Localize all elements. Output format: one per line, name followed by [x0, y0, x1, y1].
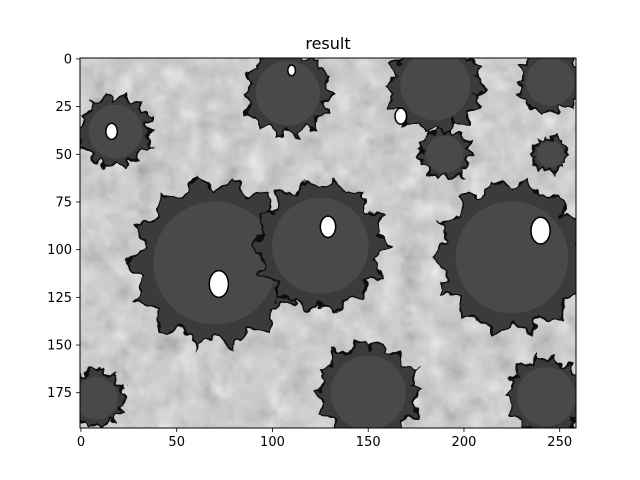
- dark-region-core: [272, 197, 369, 294]
- dark-region: [80, 92, 156, 171]
- dark-region: [249, 177, 391, 315]
- dark-region: [80, 367, 129, 428]
- y-tick-label: 125: [47, 291, 72, 306]
- dark-region-core: [455, 201, 569, 314]
- dark-region: [313, 339, 424, 428]
- bright-spot: [105, 122, 119, 141]
- dark-region-core: [255, 61, 320, 126]
- dark-region-core: [153, 201, 277, 325]
- axes-frame: [79, 57, 577, 429]
- y-tick-label: 100: [47, 243, 72, 258]
- x-tick-label: 50: [168, 435, 185, 450]
- dark-region-core: [80, 377, 118, 420]
- x-tick-label: 200: [452, 435, 477, 450]
- y-tick-label: 75: [55, 195, 72, 210]
- dark-region-core: [516, 367, 576, 426]
- y-tick-label: 50: [55, 148, 72, 163]
- bright-spot: [208, 269, 230, 299]
- x-tick-label: 0: [77, 435, 85, 450]
- y-tick-label: 175: [47, 386, 72, 401]
- heatmap-image: [80, 58, 576, 428]
- y-tick-label: 0: [64, 52, 72, 67]
- x-tick-label: 250: [547, 435, 572, 450]
- bright-spot: [530, 216, 551, 245]
- dark-region-core: [426, 135, 464, 174]
- dark-region-core: [330, 355, 406, 428]
- x-tick-label: 150: [356, 435, 381, 450]
- y-tick-label: 150: [47, 339, 72, 354]
- y-axis: 0 25 50 75 100 125 150 175: [47, 52, 80, 401]
- dark-region: [429, 177, 576, 337]
- dark-region: [529, 134, 571, 175]
- x-axis: 0 50 100 150 200 250: [77, 428, 572, 450]
- dark-region-core: [400, 58, 471, 121]
- dark-region: [416, 126, 474, 182]
- bright-spot: [319, 215, 337, 239]
- bright-spot: [394, 107, 408, 125]
- dark-region-core: [526, 58, 575, 106]
- bright-spot: [287, 64, 297, 77]
- y-tick-label: 25: [55, 100, 72, 115]
- dark-region: [502, 354, 576, 428]
- chart-title: result: [305, 34, 350, 53]
- dark-region: [384, 58, 487, 136]
- dark-region: [240, 58, 336, 140]
- dark-region: [514, 58, 576, 117]
- x-tick-label: 100: [260, 435, 285, 450]
- dark-regions: [80, 58, 576, 428]
- dark-region-core: [536, 140, 564, 168]
